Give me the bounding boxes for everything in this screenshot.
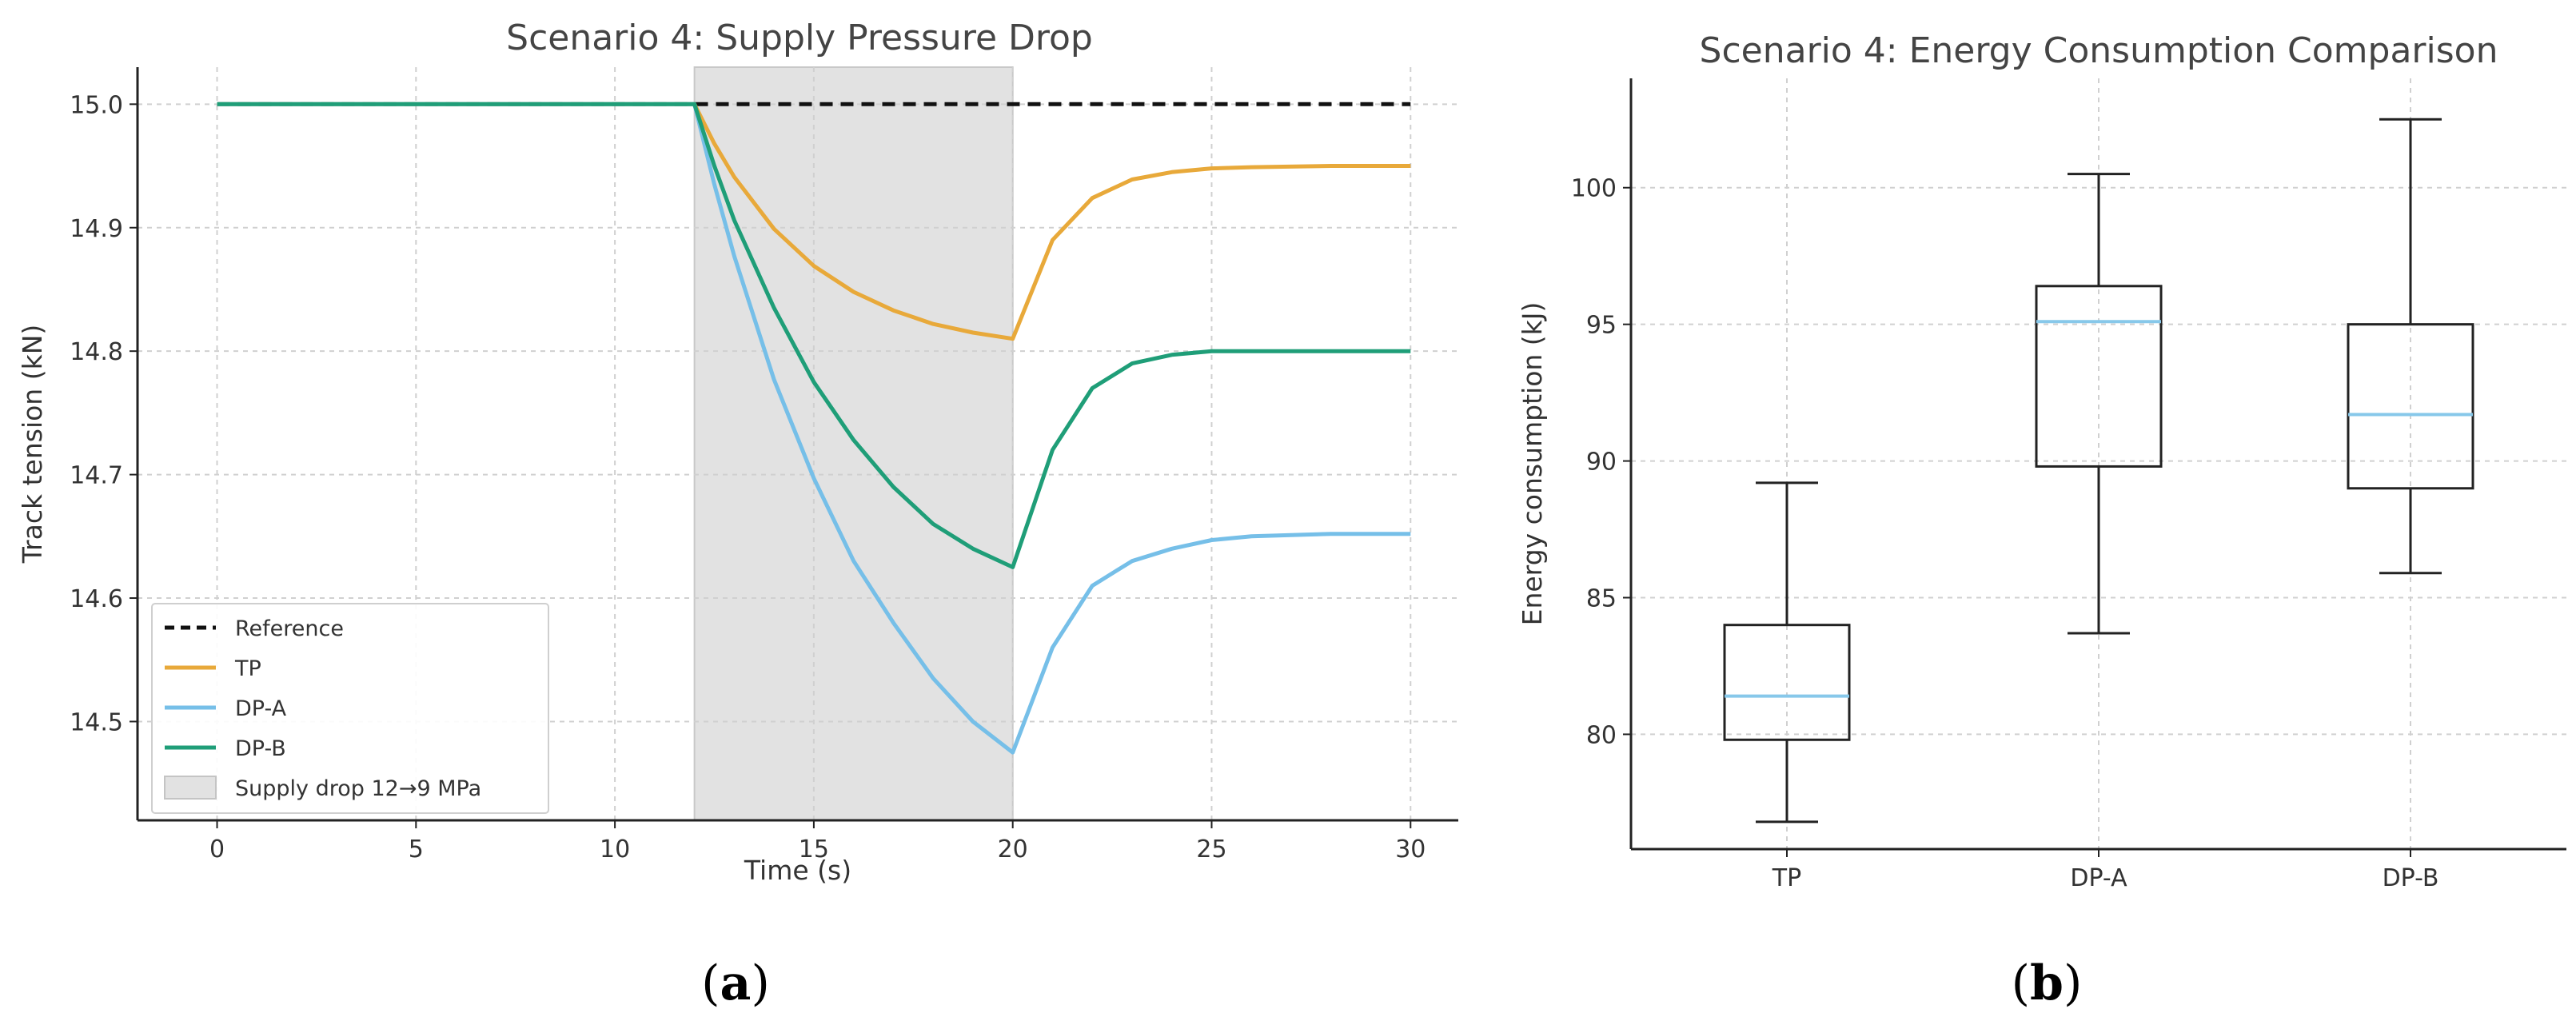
box-dp-b [2347, 323, 2474, 490]
y-tick-label: 14.9 [70, 215, 123, 243]
legend-box [151, 603, 549, 814]
caption-b: (b) [2012, 955, 2083, 1011]
series-line-dp-a [217, 102, 1411, 755]
chart-title: Scenario 4: Energy Consumption Compariso… [1700, 30, 2498, 71]
legend-swatch-shaded [164, 776, 217, 800]
legend-label: TP [234, 656, 261, 681]
chart-title: Scenario 4: Supply Pressure Drop [506, 18, 1093, 58]
legend-label: DP-B [235, 736, 286, 761]
x-axis-label: Time (s) [744, 855, 851, 886]
x-tick-label: 15 [799, 836, 829, 863]
series-line-tp [217, 102, 1411, 341]
x-tick-label: 25 [1196, 836, 1226, 863]
y-tick-label: 14.6 [70, 585, 123, 613]
x-tick-label: TP [1772, 864, 1801, 892]
legend-label: Reference [235, 616, 344, 641]
box-tp [1723, 624, 1851, 741]
y-tick-label: 90 [1586, 449, 1617, 477]
caption-a-letter: a [720, 955, 752, 1011]
line-chart-panel: 0 5 10 15 20 25 30 14.5 14.6 14.7 14.8 14.9 15.0 Time… [17, 18, 1458, 886]
legend-label: DP-A [235, 696, 287, 721]
y-axis-label: Track tension (kN) [17, 325, 48, 564]
legend-label: Supply drop 12→9 MPa [235, 776, 481, 801]
y-tick-label: 95 [1586, 312, 1617, 340]
y-tick-label: 15.0 [70, 91, 123, 119]
x-tick-label: 5 [409, 836, 424, 863]
x-tick-label: DP-A [2070, 864, 2127, 892]
x-tick-label: 10 [600, 836, 630, 863]
shaded-region [693, 66, 1014, 821]
caption-a: (a) [701, 955, 770, 1011]
y-tick-label: 100 [1571, 175, 1617, 203]
x-tick-label: 30 [1395, 836, 1426, 863]
y-tick-label: 80 [1586, 721, 1617, 749]
x-tick-label: 0 [209, 836, 225, 863]
x-tick-label: 20 [998, 836, 1028, 863]
y-tick-label: 85 [1586, 585, 1617, 613]
caption-b-letter: b [2030, 955, 2064, 1011]
y-axis-label: Energy consumption (kJ) [1517, 302, 1548, 626]
legend: Reference TP DP-A DP-B Supply drop 12→9 MPa [151, 603, 549, 814]
box-plot-panel: TP DP-A DP-B 80 85 90 95 100 Energy consumption … [1517, 30, 2566, 892]
y-tick-label: 14.8 [70, 338, 123, 366]
y-tick-label: 14.5 [70, 708, 123, 736]
y-tick-label: 14.7 [70, 462, 123, 490]
series-line-dp-b [217, 102, 1411, 569]
x-tick-label: DP-B [2383, 864, 2439, 892]
box-dp-a [2035, 285, 2163, 468]
